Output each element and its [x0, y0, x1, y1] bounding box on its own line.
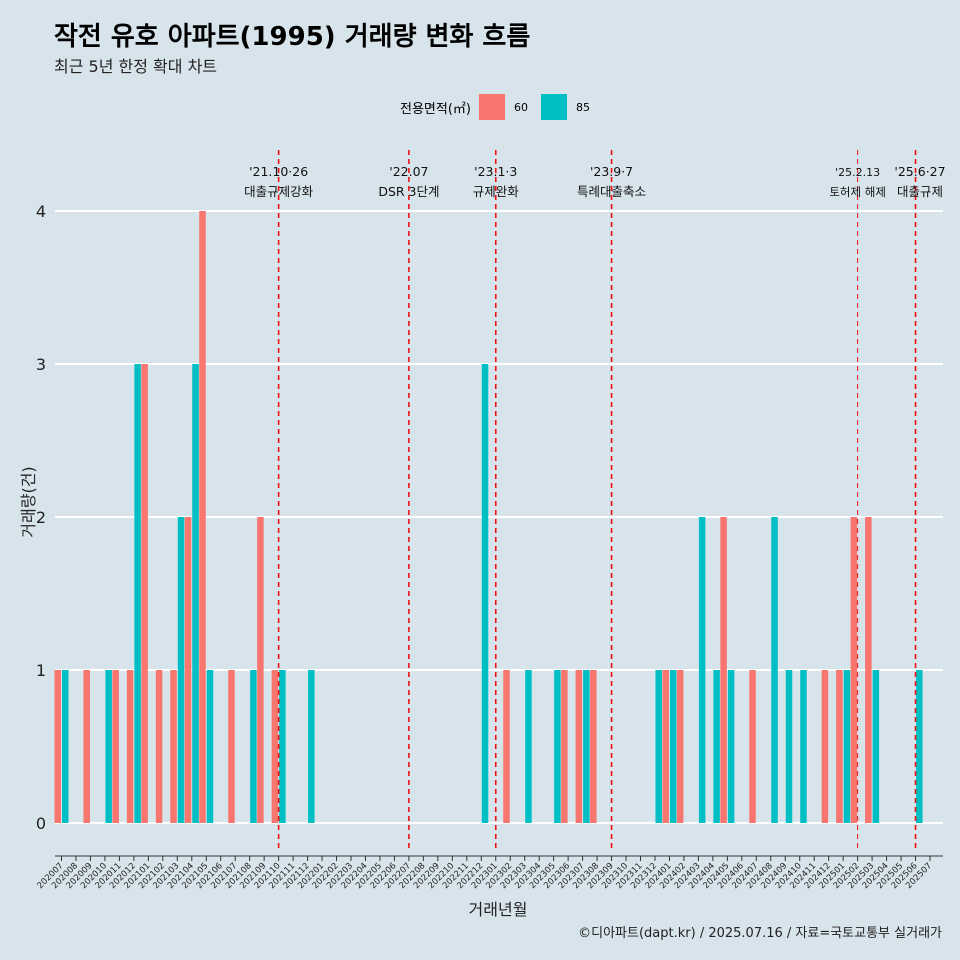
bar-85-202212: [481, 364, 489, 823]
legend-label-60: 60: [513, 100, 528, 114]
bar-60-202306: [561, 670, 568, 823]
bar-85-202110: [279, 670, 286, 823]
y-tick-label: 1: [36, 661, 46, 680]
bar-60-202104: [184, 517, 192, 823]
bar-85-202007: [62, 670, 69, 823]
bar-85-202404: [713, 670, 720, 823]
bar-60-202007: [54, 670, 61, 823]
event-date-label: '25.6·27: [894, 164, 945, 179]
bar-60-202105: [199, 211, 206, 823]
bar-85-202307: [583, 670, 590, 823]
bar-85-202105: [206, 670, 214, 823]
bar-85-202312: [655, 670, 662, 823]
event-text-label: 규제완화: [473, 184, 520, 199]
y-tick-label: 3: [36, 355, 46, 374]
legend-label-85: 85: [575, 100, 590, 114]
bar-85-202408: [771, 517, 778, 823]
y-tick-label: 0: [36, 814, 46, 833]
x-axis-title: 거래년월: [469, 900, 528, 919]
bar-85-202410: [800, 670, 807, 823]
bar-60-202009: [83, 670, 90, 823]
y-tick-label: 2: [36, 508, 46, 527]
bar-60-202407: [749, 670, 756, 823]
bar-60-202101: [141, 364, 148, 823]
legend: 전용면적(㎡) 60 85: [400, 93, 603, 121]
y-axis-title: 거래량(건): [19, 466, 38, 537]
bar-60-202307: [575, 670, 583, 823]
bar-85-202503: [872, 670, 880, 823]
chart-title: 작전 유호 아파트(1995) 거래량 변화 흐름: [54, 22, 531, 52]
event-date-label: '23.9·7: [590, 164, 633, 179]
bar-60-202502: [850, 517, 858, 823]
event-text-label: 대출규제: [897, 184, 943, 199]
bar-85-202501: [843, 670, 851, 823]
event-text-label: DSR 3단계: [378, 184, 439, 199]
y-tick-label: 4: [36, 202, 46, 221]
bar-85-202305: [554, 670, 561, 823]
bar-60-202011: [112, 670, 119, 823]
bar-60-202412: [821, 670, 829, 823]
bar-60-202107: [228, 670, 235, 823]
chart-subtitle: 최근 5년 한정 확대 차트: [54, 57, 218, 76]
event-text-label: 대출규제강화: [244, 184, 314, 199]
legend-swatch-60: [478, 94, 505, 120]
bar-85-202104: [192, 364, 199, 823]
bar-60-202102: [155, 670, 163, 823]
bar-85-202112: [308, 670, 315, 823]
bar-85-202403: [698, 517, 706, 823]
legend-swatch-85: [540, 94, 567, 120]
bar-85-202108: [250, 670, 257, 823]
event-date-label: '22.07: [389, 164, 428, 179]
bar-85-202103: [177, 517, 185, 823]
bar-85-202303: [525, 670, 532, 823]
event-date-label: '25.2.13: [835, 166, 880, 179]
bar-60-202503: [865, 517, 872, 823]
bar-60-202103: [170, 670, 177, 823]
bar-60-202308: [590, 670, 597, 823]
bar-85-202409: [785, 670, 793, 823]
bar-60-202110: [271, 670, 279, 823]
bar-60-202501: [836, 670, 843, 823]
legend-title: 전용면적(㎡): [400, 101, 471, 117]
event-date-label: '23.1·3: [474, 164, 517, 179]
caption: ©디아파트(dapt.kr) / 2025.07.16 / 자료=국토교통부 실…: [578, 926, 942, 941]
event-text-label: 특례대출축소: [577, 184, 646, 199]
event-date-label: '21.10·26: [249, 164, 308, 179]
bar-60-202402: [676, 670, 684, 823]
bar-60-202401: [662, 670, 669, 823]
bar-85-202506: [916, 670, 923, 823]
bar-60-202109: [257, 517, 264, 823]
bar-85-202405: [727, 670, 735, 823]
bar-60-202302: [503, 670, 510, 823]
bar-60-202405: [720, 517, 727, 823]
bar-85-202010: [105, 670, 112, 823]
event-text-label: 토허제 해제: [829, 185, 886, 199]
bar-85-202401: [669, 670, 677, 823]
bar-60-202012: [126, 670, 134, 823]
bar-85-202012: [134, 364, 141, 823]
